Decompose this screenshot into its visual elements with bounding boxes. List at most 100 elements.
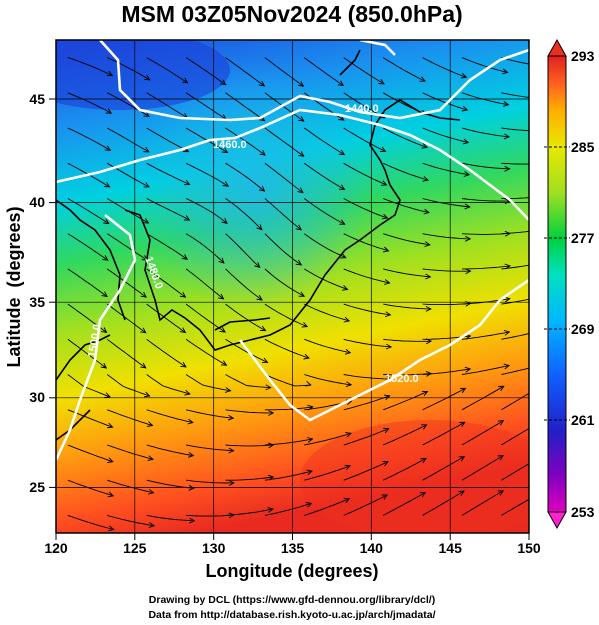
y-tick-label: 40 [29,194,45,210]
x-tick-label: 125 [123,540,147,556]
streamline [343,162,387,186]
streamline-arrowhead [537,492,543,497]
streamline [106,374,150,397]
streamline-arrowhead [183,215,191,221]
streamline [225,338,268,363]
streamline [225,198,263,231]
streamline-arrowhead [298,291,306,297]
streamline-arrowhead [341,285,349,291]
streamline-arrowhead [217,293,225,300]
streamline-arrowhead [384,279,391,285]
streamline [185,409,234,419]
streamline [264,406,313,411]
streamline [185,57,226,86]
x-tick-label: 135 [281,540,305,556]
streamline [462,265,510,270]
streamlines [67,57,548,532]
streamline-arrowhead [305,502,313,508]
streamline [225,303,266,331]
streamline-arrowhead [108,525,115,532]
streamline [106,268,147,298]
x-tick-label: 130 [202,540,226,556]
streamline [185,268,224,300]
streamline-arrowhead [381,213,389,220]
streamline [461,365,510,375]
streamline-arrowhead [385,343,393,350]
streamline-arrowhead [420,458,427,464]
colorbar-tick-label: 261 [571,412,595,428]
warm-core-shading [300,420,529,533]
colorbar-bar [547,55,567,513]
streamline-arrowhead [187,418,194,425]
streamline [422,233,471,240]
streamline-arrowhead [421,424,428,430]
streamline [264,162,304,193]
streamline [304,162,345,190]
streamline [501,427,529,446]
streamline-arrowhead [102,255,109,261]
streamline-arrowhead [497,490,505,496]
streamline [225,92,265,121]
streamline [422,490,465,516]
streamline [185,338,227,366]
contour-label-1500: 1500.0 [86,323,104,358]
streamline [461,331,510,340]
x-axis-title: Longitude (degrees) [205,561,378,581]
x-tick-label: 145 [439,540,463,556]
streamline [304,465,351,481]
streamline [67,514,114,530]
streamline-arrowhead [503,363,511,370]
streamline [146,57,188,84]
streamline-arrowhead [421,143,428,149]
streamline-arrowhead [461,105,469,112]
streamline [304,127,345,155]
streamline-arrowhead [378,78,385,85]
streamline-arrowhead [504,296,511,303]
streamline-arrowhead [143,182,150,188]
streamline-arrowhead [261,357,269,364]
streamline [382,492,426,516]
y-tick-label: 45 [29,91,45,107]
streamline [383,233,430,246]
streamline [422,198,470,208]
streamline [146,162,190,186]
streamline [264,374,311,387]
streamline-arrowhead [259,149,266,156]
streamline [304,198,345,225]
streamline [107,444,154,460]
y-axis-title: Latitude (degrees) [4,206,24,367]
colorbar-upper-arrow [547,38,567,57]
streamline [225,127,266,156]
streamline [225,233,261,268]
streamline [185,92,227,120]
streamline [264,92,304,122]
streamline-arrowhead [140,362,147,369]
streamline [225,57,265,87]
streamline-arrowhead [256,224,263,231]
streamline-arrowhead [181,254,189,260]
streamline-arrowhead [297,81,305,87]
streamline-arrowhead [421,390,429,397]
streamline-arrowhead [303,353,310,360]
streamline [304,498,350,516]
streamline-arrowhead [543,362,548,367]
streamline [343,461,389,481]
streamline-arrowhead [464,366,472,373]
streamline-arrowhead [221,147,229,154]
streamline-arrowhead [306,469,313,476]
streamline [304,268,348,290]
streamline [264,470,313,481]
streamline [304,432,352,446]
y-tick-label: 35 [29,294,45,310]
streamline-arrowhead [295,259,303,266]
streamline [146,268,186,298]
streamline-arrowhead [297,187,304,194]
streamline [343,233,389,252]
streamline [67,127,111,151]
streamline [343,338,392,348]
streamline-arrowhead [425,306,432,312]
streamline-arrowhead [188,485,195,491]
streamline-arrowhead [459,387,467,394]
streamline [225,444,274,447]
